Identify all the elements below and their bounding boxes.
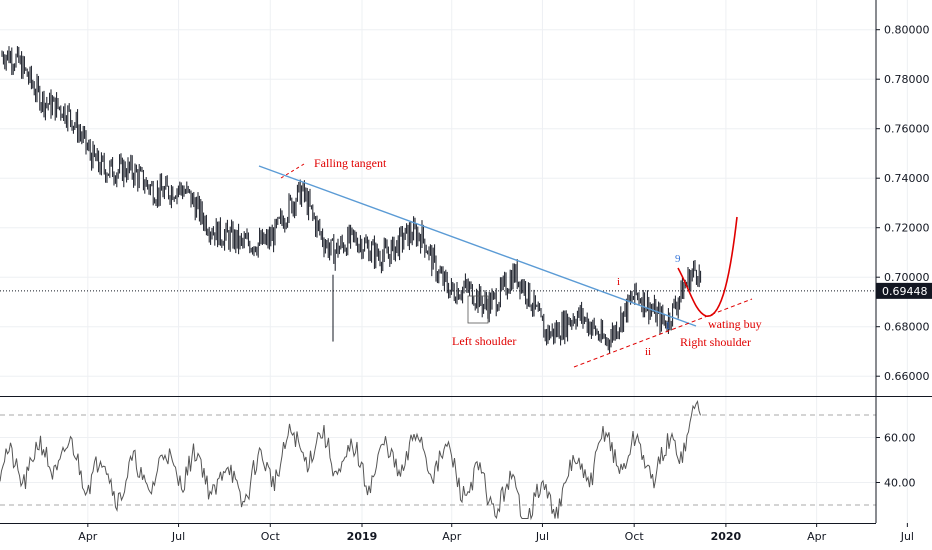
time-tick-label: 2020 bbox=[711, 530, 742, 543]
wave-i-label: i bbox=[617, 276, 620, 288]
last-price-tag bbox=[876, 282, 932, 299]
price-tick-label: 0.72000 bbox=[884, 222, 930, 235]
left-shoulder-label: Left shoulder bbox=[452, 334, 516, 348]
oscillator-axis: 60.00 40.00 bbox=[876, 432, 916, 490]
wave-1-label: 1 bbox=[665, 320, 671, 332]
oscillator-tick-label: 60.00 bbox=[884, 432, 916, 445]
waiting-buy-label: wating buy bbox=[708, 317, 762, 331]
time-tick-label: Oct bbox=[261, 530, 281, 543]
last-price-value: 0.69448 bbox=[882, 285, 928, 298]
time-tick-label: Jul bbox=[171, 530, 185, 543]
wave-ii-label: ii bbox=[645, 346, 651, 358]
time-tick-label: Apr bbox=[807, 530, 827, 543]
time-tick-label: Apr bbox=[442, 530, 462, 543]
price-tick-label: 0.68000 bbox=[884, 321, 930, 334]
price-tick-label: 0.78000 bbox=[884, 73, 930, 86]
oscillator-line bbox=[0, 400, 701, 521]
oscillator-tick-label: 40.00 bbox=[884, 477, 916, 490]
falling-tangent-pointer bbox=[280, 163, 305, 179]
oscillator-series bbox=[0, 400, 701, 521]
time-tick-label: Jul bbox=[535, 530, 549, 543]
time-tick-label: Jul bbox=[900, 530, 914, 543]
projected-path bbox=[677, 216, 738, 317]
time-axis: Apr Jul Oct 2019 Apr Jul Oct 2020 Apr Jul bbox=[0, 523, 914, 543]
price-axis: 0.80000 0.78000 0.76000 0.74000 0.72000 0.700… bbox=[875, 0, 930, 523]
price-tick-label: 0.66000 bbox=[884, 370, 930, 383]
falling-tangent-label: Falling tangent bbox=[314, 156, 387, 170]
price-tick-label: 0.80000 bbox=[884, 24, 930, 37]
support-line bbox=[573, 298, 753, 368]
falling-tangent-line bbox=[258, 165, 697, 327]
price-candles bbox=[1, 46, 702, 354]
price-tick-label: 0.74000 bbox=[884, 172, 930, 185]
time-tick-label: Apr bbox=[78, 530, 98, 543]
price-tick-label: 0.70000 bbox=[884, 271, 930, 284]
time-tick-label: Oct bbox=[625, 530, 645, 543]
left-shoulder-box bbox=[467, 295, 489, 324]
right-shoulder-label: Right shoulder bbox=[680, 335, 751, 349]
grid bbox=[0, 0, 932, 523]
time-tick-label: 2019 bbox=[347, 530, 378, 543]
price-tick-label: 0.76000 bbox=[884, 123, 930, 136]
wave-9-label: 9 bbox=[675, 253, 681, 265]
